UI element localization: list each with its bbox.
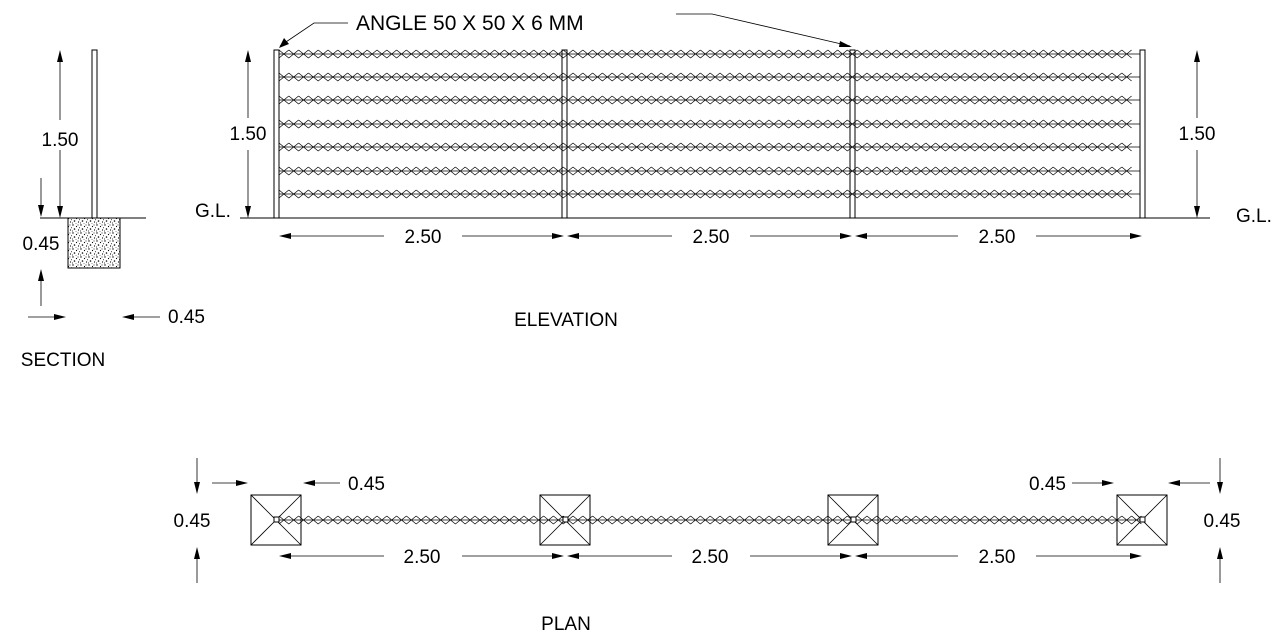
section-height-label: 1.50 xyxy=(42,130,79,151)
elevation-ground-label-left: G.L. xyxy=(195,201,231,222)
elevation-wire-row xyxy=(278,49,1140,59)
plan-bay-dimension-2: 2.50 xyxy=(567,547,852,568)
plan-wire-line xyxy=(278,515,1142,525)
elevation-bay-dimension-3: 2.50 xyxy=(855,227,1142,248)
elevation-left-height-label: 1.50 xyxy=(230,124,267,145)
section-depth-label: 0.45 xyxy=(23,234,60,255)
elevation-bay-dimension-1: 2.50 xyxy=(279,227,564,248)
plan-bay-label-3: 2.50 xyxy=(979,547,1016,568)
section-title: SECTION xyxy=(21,350,105,371)
plan-footing-4 xyxy=(1116,494,1168,546)
section-height-dimension: 1.50 xyxy=(42,50,79,218)
section-post xyxy=(91,49,98,219)
elevation-wire-row xyxy=(278,189,1140,199)
plan-left-depth-label: 0.45 xyxy=(174,511,211,532)
plan-right-depth-label: 0.45 xyxy=(1204,511,1241,532)
section-width-label: 0.45 xyxy=(168,307,205,328)
plan-bay-label-1: 2.50 xyxy=(404,547,441,568)
plan-right-width-label: 0.45 xyxy=(1029,474,1066,495)
plan-right-width-dimension: 0.45 xyxy=(1029,474,1210,495)
elevation-callout-leader xyxy=(279,13,852,48)
elevation-title: ELEVATION xyxy=(514,310,618,331)
plan-right-depth-dimension: 0.45 xyxy=(1204,458,1241,583)
elevation-wire-row xyxy=(278,72,1140,82)
section-view: 1.50 0.45 0.45 SECTION xyxy=(21,49,205,371)
elevation-post-1 xyxy=(273,49,280,219)
elevation-right-height-dimension: 1.50 xyxy=(1179,50,1216,218)
elevation-bay-label-3: 2.50 xyxy=(979,227,1016,248)
section-depth-dimension: 0.45 xyxy=(23,178,60,306)
elevation-bay-label-2: 2.50 xyxy=(693,227,730,248)
elevation-callout: ANGLE 50 X 50 X 6 MM xyxy=(356,12,584,35)
elevation-view: G.L. G.L. ANGLE 50 X 50 X 6 MM 1.50 xyxy=(195,12,1272,331)
elevation-wire-row xyxy=(278,95,1140,105)
plan-title: PLAN xyxy=(541,614,591,635)
section-footing xyxy=(67,217,121,269)
elevation-ground-label-right: G.L. xyxy=(1236,206,1272,227)
elevation-wire-row xyxy=(278,166,1140,176)
section-width-dimension: 0.45 xyxy=(28,307,205,328)
plan-footing-3 xyxy=(827,494,879,546)
plan-view: 0.45 0.45 0.45 0.45 xyxy=(174,458,1241,635)
plan-left-depth-dimension: 0.45 xyxy=(174,458,211,583)
plan-bay-label-2: 2.50 xyxy=(692,547,729,568)
elevation-barbed-wire xyxy=(278,49,1140,199)
elevation-post-2 xyxy=(561,49,568,219)
plan-left-width-dimension: 0.45 xyxy=(212,474,385,495)
elevation-bay-label-1: 2.50 xyxy=(405,227,442,248)
elevation-post-3 xyxy=(849,49,856,219)
plan-barbed-wire xyxy=(278,515,1142,525)
plan-footing-2 xyxy=(539,494,591,546)
plan-bay-dimension-1: 2.50 xyxy=(279,547,564,568)
elevation-post-4 xyxy=(1139,49,1146,219)
plan-bay-dimension-3: 2.50 xyxy=(855,547,1142,568)
elevation-left-height-dimension: 1.50 xyxy=(230,50,267,218)
plan-footing-1 xyxy=(250,494,302,546)
elevation-bay-dimension-2: 2.50 xyxy=(567,227,852,248)
plan-left-width-label: 0.45 xyxy=(348,474,385,495)
elevation-wire-row xyxy=(278,142,1140,152)
elevation-right-height-label: 1.50 xyxy=(1179,124,1216,145)
elevation-wire-row xyxy=(278,119,1140,129)
